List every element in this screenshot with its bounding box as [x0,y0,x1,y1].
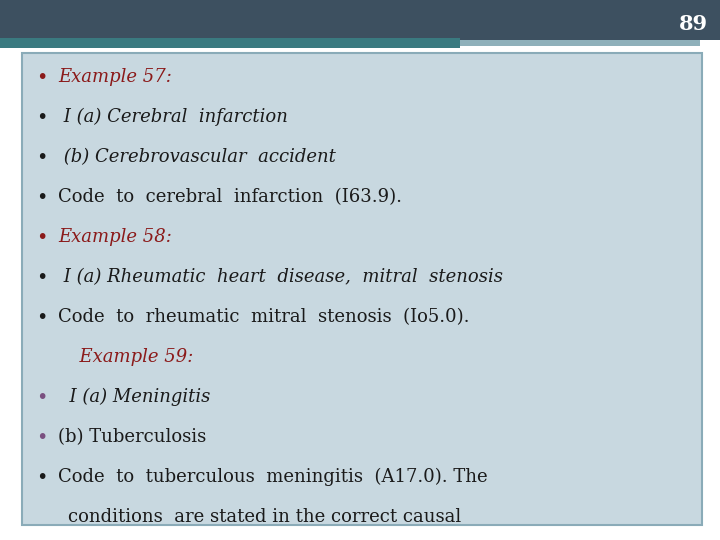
Text: •: • [36,388,48,407]
Text: I (a) Rheumatic  heart  disease,  mitral  stenosis: I (a) Rheumatic heart disease, mitral st… [58,268,503,286]
Text: (b) Tuberculosis: (b) Tuberculosis [58,428,206,446]
Bar [460,40,700,46]
Text: Code  to  cerebral  infarction  (I63.9).: Code to cerebral infarction (I63.9). [58,188,402,206]
Text: •: • [36,188,48,207]
Text: Example 59:: Example 59: [68,348,194,366]
Text: Code  to  tuberculous  meningitis  (A17.0). The: Code to tuberculous meningitis (A17.0). … [58,468,487,486]
Text: •: • [36,148,48,167]
Text: I (a) Cerebral  infarction: I (a) Cerebral infarction [58,108,288,126]
Text: •: • [36,108,48,127]
Text: I (a) Meningitis: I (a) Meningitis [58,388,210,406]
Text: Code  to  rheumatic  mitral  stenosis  (Io5.0).: Code to rheumatic mitral stenosis (Io5.0… [58,308,469,326]
Bar [0,38,460,48]
Text: •: • [36,68,48,87]
Bar [0,0,720,40]
Text: (b) Cerebrovascular  accident: (b) Cerebrovascular accident [58,148,336,166]
Bar [22,53,702,525]
Text: conditions  are stated in the correct causal: conditions are stated in the correct cau… [68,508,462,526]
Text: •: • [36,428,48,447]
Text: Example 58:: Example 58: [58,228,172,246]
Text: •: • [36,308,48,327]
Text: 89: 89 [679,14,708,34]
Text: •: • [36,228,48,247]
Text: Example 57:: Example 57: [58,68,172,86]
Text: •: • [36,268,48,287]
Text: •: • [36,468,48,487]
